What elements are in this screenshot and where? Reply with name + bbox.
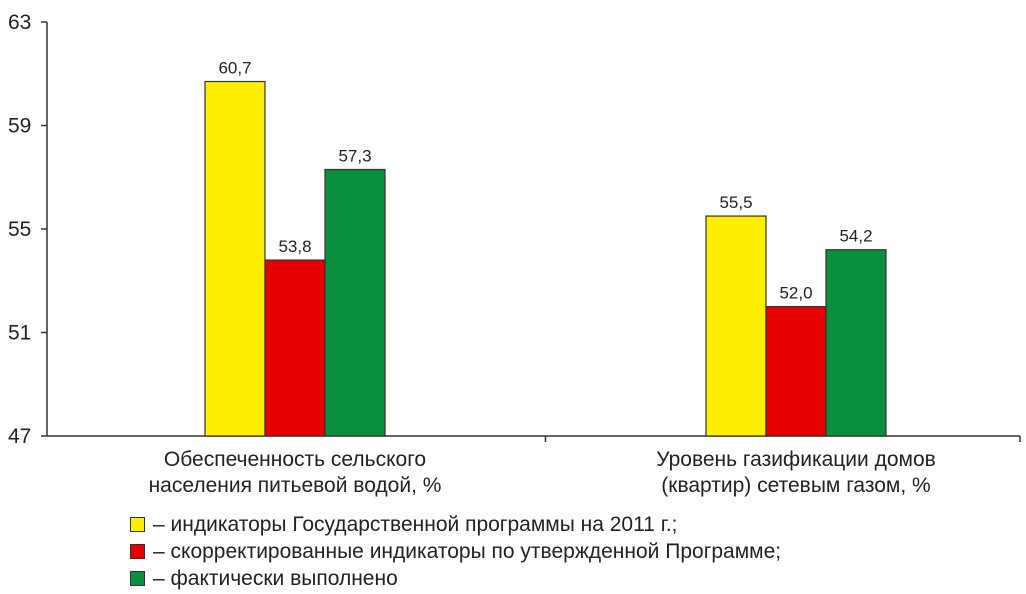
bar	[264, 259, 326, 437]
bar	[204, 80, 266, 437]
y-tick-label: 47	[8, 425, 31, 448]
legend-label: фактически выполнено	[153, 567, 398, 591]
x-category-label: населения питьевой водой, %	[149, 474, 442, 497]
legend-item: индикаторы Государственной программы на …	[130, 511, 1010, 538]
y-tick-label: 51	[8, 322, 31, 345]
x-category-label: Обеспеченность сельского	[164, 448, 426, 471]
legend-item: скорректированные индикаторы по утвержде…	[130, 538, 1010, 565]
legend-item: фактически выполнено	[130, 565, 1010, 592]
data-label: 60,7	[218, 59, 251, 78]
chart-labels: 60,7 53,8 57,3 Обеспеченность сельского насе…	[149, 59, 936, 497]
chart-legend: индикаторы Государственной программы на …	[130, 511, 1010, 592]
legend-label: индикаторы Государственной программы на …	[153, 513, 678, 537]
y-tick-label: 59	[8, 115, 31, 138]
legend-swatch	[130, 517, 145, 532]
legend-swatch	[130, 544, 145, 559]
x-category-label: Уровень газификации домов	[656, 448, 936, 471]
legend-swatch	[130, 571, 145, 586]
bar	[705, 215, 767, 437]
x-category-label: (квартир) сетевым газом, %	[661, 474, 930, 497]
data-label: 57,3	[338, 146, 371, 165]
data-label: 55,5	[719, 193, 752, 212]
bar	[765, 306, 827, 437]
bar	[324, 168, 386, 437]
chart-bars	[204, 80, 887, 437]
legend-label: скорректированные индикаторы по утвержде…	[153, 540, 782, 564]
data-label: 54,2	[839, 227, 872, 246]
y-tick-label: 55	[8, 218, 31, 241]
bar	[825, 249, 887, 437]
y-tick-label: 63	[8, 11, 31, 34]
data-label: 53,8	[278, 237, 311, 256]
data-label: 52,0	[779, 284, 812, 303]
